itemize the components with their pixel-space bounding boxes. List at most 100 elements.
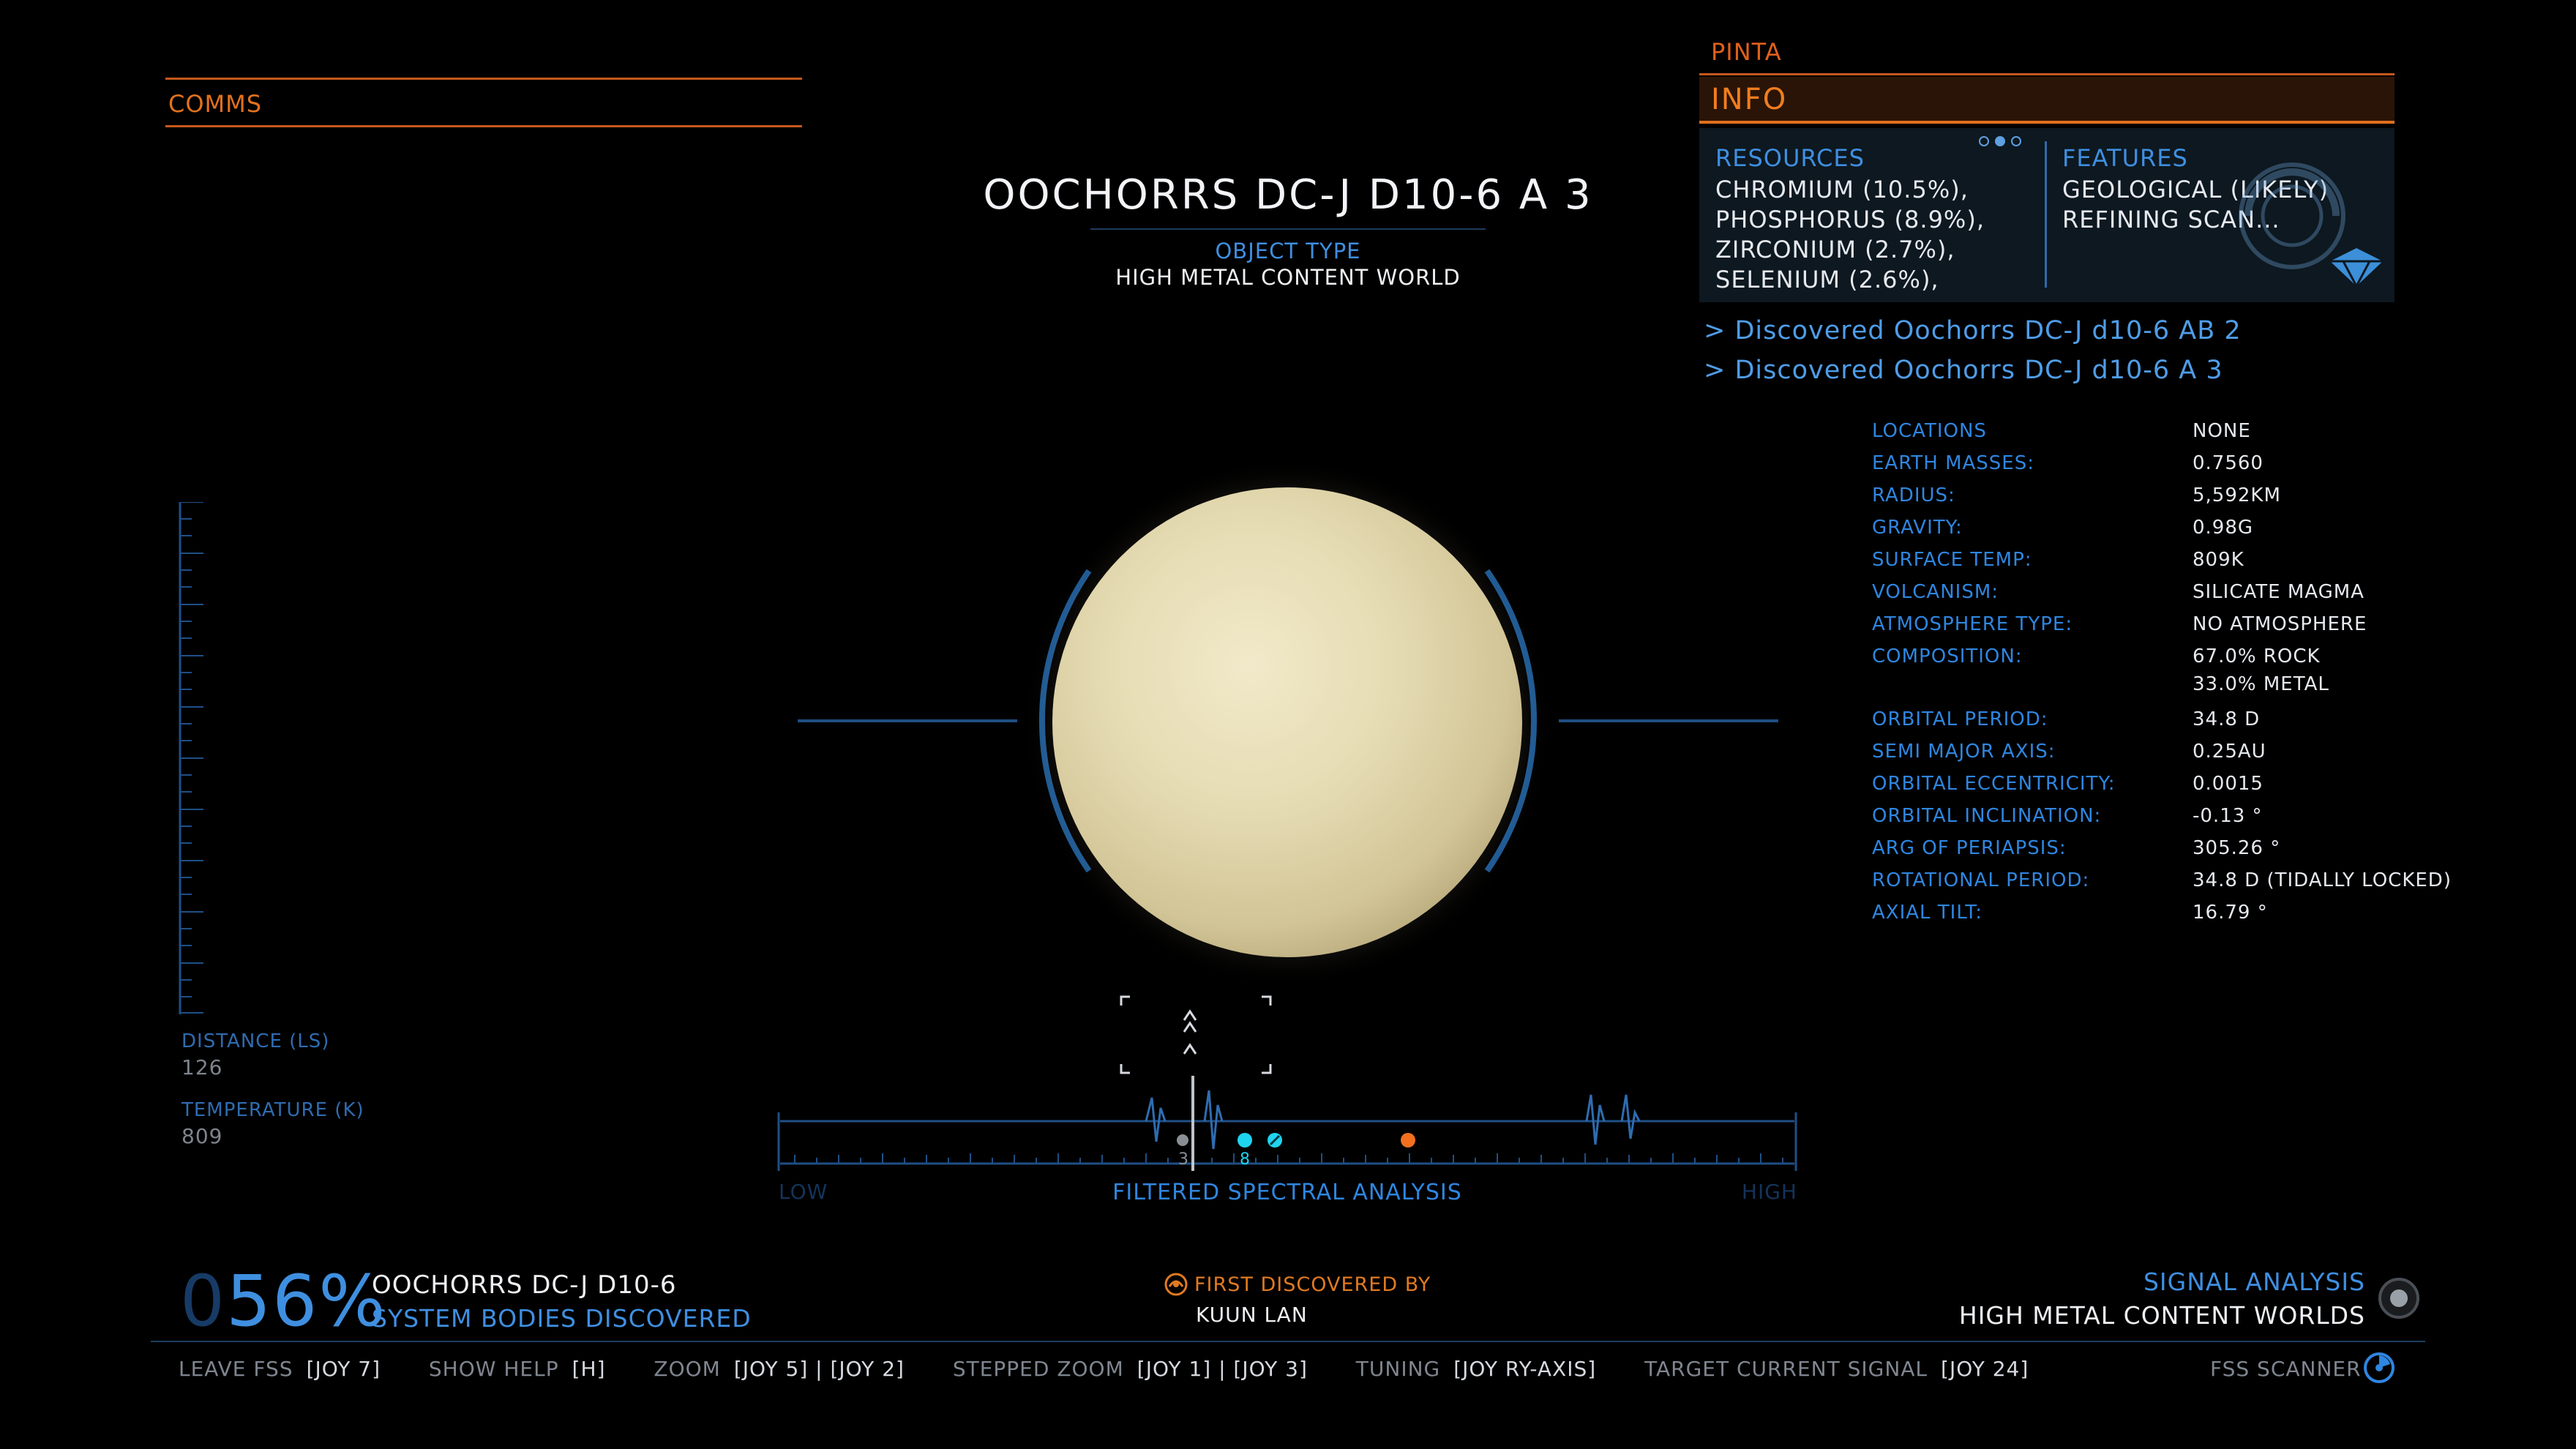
distance-label: DISTANCE (LS) (181, 1030, 330, 1052)
stat-label: EARTH MASSES: (1872, 452, 2035, 474)
control-binding: [H] (572, 1357, 606, 1381)
stat-value: 809K (2193, 549, 2244, 571)
stat-label: ATMOSPHERE TYPE: (1872, 613, 2073, 635)
feature-item: REFINING SCAN... (2062, 206, 2280, 233)
discovery-percent: 056% (180, 1260, 386, 1342)
control-key: SHOW HELP (428, 1357, 559, 1381)
stat-label: SEMI MAJOR AXIS: (1872, 741, 2056, 763)
stat-value: 34.8 D (2193, 708, 2261, 730)
control-binding: [JOY RY-AXIS] (1453, 1357, 1597, 1381)
control-hints: LEAVE FSS [JOY 7] SHOW HELP [H] ZOOM [JOY 5… (179, 1357, 2070, 1381)
info-tab[interactable]: INFO (1699, 77, 2395, 124)
resources-title: RESOURCES (1715, 144, 1865, 172)
temperature-label: TEMPERATURE (K) (181, 1099, 364, 1121)
stat-value: 0.7560 (2193, 452, 2264, 474)
header-divider (1699, 73, 2395, 75)
stat-label: AXIAL TILT: (1872, 902, 1983, 924)
system-name: OOCHORRS DC-J D10-6 (372, 1270, 677, 1300)
footer-divider (151, 1341, 2425, 1342)
object-type-value: HIGH METAL CONTENT WORLD (1115, 265, 1461, 290)
control-binding: [JOY 7] (306, 1357, 381, 1381)
control-key: ZOOM (654, 1357, 721, 1381)
resources-list: CHROMIUM (10.5%), PHOSPHORUS (8.9%), ZIR… (1715, 175, 1985, 295)
resource-item: PHOSPHORUS (8.9%), (1715, 206, 1985, 233)
marker-count: 3 (1178, 1150, 1189, 1169)
spectral-analyzer[interactable]: 3 8 LOW FILTERED SPECTRAL ANALYSIS HIGH (773, 988, 1802, 1215)
stat-value: 34.8 D (TIDALLY LOCKED) (2193, 869, 2452, 891)
percent-leading-zero: 0 (180, 1260, 227, 1342)
object-type-label: OBJECT TYPE (1215, 239, 1361, 263)
stat-value: 5,592KM (2193, 484, 2281, 506)
stat-value: 0.25AU (2193, 741, 2266, 763)
distance-gauge (179, 502, 203, 1014)
comms-panel[interactable]: COMMS (165, 78, 802, 127)
fss-scanner-label: FSS SCANNER (2210, 1357, 2362, 1381)
info-tab-label: INFO (1711, 83, 1788, 116)
stat-value: 16.79 ° (2193, 902, 2268, 924)
info-divider (2045, 141, 2047, 288)
control-key: STEPPED ZOOM (952, 1357, 1124, 1381)
stat-value: 0.98G (2193, 517, 2254, 539)
page-dot[interactable] (1979, 136, 1989, 146)
spectral-high-label: HIGH (1741, 1180, 1797, 1204)
stat-label: RADIUS: (1872, 484, 1955, 506)
spectral-low-label: LOW (779, 1180, 828, 1204)
control-binding: [JOY 1] | [JOY 3] (1137, 1357, 1308, 1381)
control-key: TARGET CURRENT SIGNAL (1644, 1357, 1928, 1381)
stat-value: NONE (2193, 420, 2251, 442)
stat-value: 67.0% ROCK (2193, 645, 2321, 667)
system-bodies-label: SYSTEM BODIES DISCOVERED (372, 1304, 752, 1333)
page-dot-active[interactable] (1995, 136, 2005, 146)
control-binding: [JOY 24] (1941, 1357, 2029, 1381)
info-box: RESOURCES CHROMIUM (10.5%), PHOSPHORUS (… (1699, 128, 2395, 302)
distance-value: 126 (181, 1055, 223, 1079)
resource-item: SELENIUM (2.6%), (1715, 266, 1939, 293)
stat-value: -0.13 ° (2193, 805, 2263, 827)
spectral-graph[interactable] (773, 988, 1802, 1178)
control-key: LEAVE FSS (179, 1357, 293, 1381)
stat-label: LOCATIONS (1872, 420, 1987, 442)
control-binding: [JOY 5] | [JOY 2] (733, 1357, 905, 1381)
comms-label: COMMS (168, 90, 263, 118)
stat-value: NO ATMOSPHERE (2193, 613, 2367, 635)
geology-emblem-icon (2239, 162, 2345, 269)
first-discovered-label: FIRST DISCOVERED BY (1194, 1273, 1431, 1296)
signal-analysis-value: HIGH METAL CONTENT WORLDS (1958, 1301, 2365, 1330)
stat-value: 0.0015 (2193, 773, 2264, 795)
stat-value: SILICATE MAGMA (2193, 581, 2365, 603)
feature-item: GEOLOGICAL (LIKELY) (2062, 176, 2329, 203)
stat-label: ORBITAL PERIOD: (1872, 708, 2048, 730)
temperature-value: 809 (181, 1124, 223, 1148)
geology-gem-icon (2330, 248, 2383, 288)
discovered-log-item: > Discovered Oochorrs DC-J d10-6 AB 2 (1704, 316, 2242, 345)
page-indicator[interactable] (1976, 135, 2024, 149)
stat-label: ROTATIONAL PERIOD: (1872, 869, 2090, 891)
stat-label: COMPOSITION: (1872, 645, 2023, 667)
signal-analysis-title: SIGNAL ANALYSIS (2143, 1268, 2365, 1296)
spectral-title: FILTERED SPECTRAL ANALYSIS (1112, 1180, 1462, 1205)
stat-label: ARG OF PERIAPSIS: (1872, 837, 2067, 859)
target-reticle (798, 569, 1778, 873)
stat-label: ORBITAL INCLINATION: (1872, 805, 2102, 827)
planet-render (1052, 487, 1522, 957)
features-list: GEOLOGICAL (LIKELY) REFINING SCAN... (2062, 175, 2329, 235)
control-key: TUNING (1355, 1357, 1441, 1381)
first-discovered-icon (1164, 1273, 1188, 1296)
stat-label: SURFACE TEMP: (1872, 549, 2032, 571)
system-tag: PINTA (1711, 38, 1782, 66)
stat-label: GRAVITY: (1872, 517, 1963, 539)
tuning-brackets (1120, 995, 1272, 1074)
body-title: OOCHORRS DC-J D10-6 A 3 (983, 171, 1593, 219)
fss-scanner-icon[interactable] (2362, 1351, 2396, 1385)
discovered-log-item: > Discovered Oochorrs DC-J d10-6 A 3 (1704, 356, 2223, 385)
signal-knob-icon[interactable] (2378, 1278, 2419, 1319)
features-title: FEATURES (2062, 144, 2188, 172)
stat-value: 33.0% METAL (2193, 673, 2329, 695)
resource-item: CHROMIUM (10.5%), (1715, 176, 1969, 203)
percent-value: 56% (226, 1260, 387, 1342)
stat-value: 305.26 ° (2193, 837, 2281, 859)
stat-label: ORBITAL ECCENTRICITY: (1872, 773, 2116, 795)
page-dot[interactable] (2011, 136, 2021, 146)
marker-count: 8 (1240, 1150, 1251, 1169)
first-discovered-name: KUUN LAN (1196, 1303, 1308, 1327)
